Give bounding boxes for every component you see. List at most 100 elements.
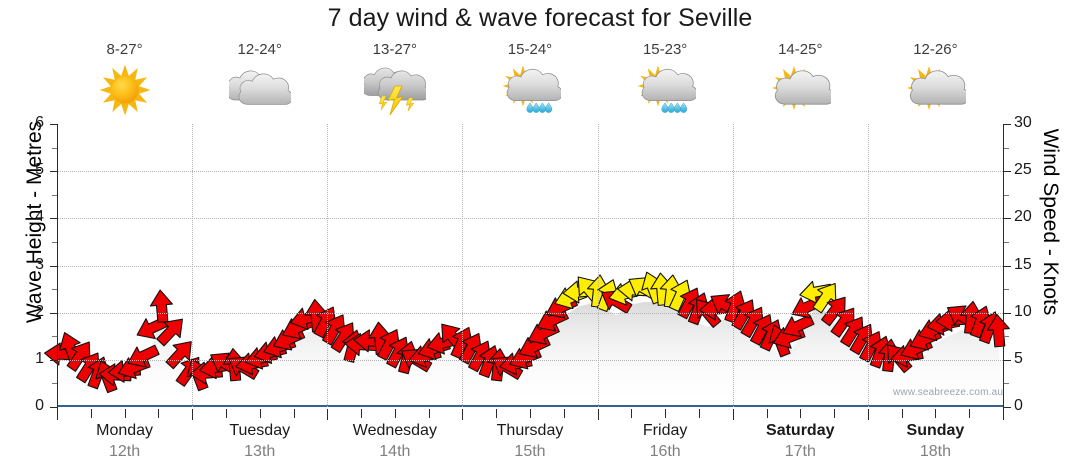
wind-arrow bbox=[127, 344, 160, 368]
day-header-strip: 8-27° 12-24° bbox=[57, 38, 1003, 124]
left-axis-tick bbox=[50, 312, 57, 314]
day-temperature-range: 15-23° bbox=[642, 41, 688, 58]
x-axis-tick bbox=[631, 409, 633, 418]
right-axis-tick bbox=[1004, 265, 1011, 267]
day-footer-sunday: Sunday 18th bbox=[868, 420, 1003, 463]
right-axis-tick bbox=[1004, 407, 1011, 408]
left-axis-tick bbox=[50, 218, 57, 220]
x-axis-tick bbox=[394, 409, 396, 418]
left-axis-tick-label: 5 bbox=[35, 161, 44, 179]
x-axis-tick bbox=[732, 409, 734, 420]
left-axis-tick bbox=[50, 407, 57, 408]
x-axis-tick bbox=[867, 409, 869, 420]
x-axis-tick bbox=[124, 409, 126, 418]
day-footer-strip: Monday 12th Tuesday 13th Wednesday 14th Thursd… bbox=[57, 420, 1003, 463]
right-axis-tick-label: 0 bbox=[1014, 397, 1023, 414]
day-footer-monday: Monday 12th bbox=[57, 420, 192, 463]
left-axis-tick bbox=[50, 171, 57, 173]
cloudy-icon bbox=[228, 62, 291, 120]
x-axis-tick bbox=[462, 409, 464, 420]
sun-cloud-icon bbox=[904, 62, 967, 120]
right-axis-tick-label: 25 bbox=[1014, 161, 1032, 179]
day-header-thursday: 15-24° bbox=[462, 38, 597, 124]
x-axis-tick bbox=[665, 409, 667, 418]
left-axis-tick-label: 2 bbox=[35, 302, 44, 320]
right-axis-tick-label: 10 bbox=[1014, 302, 1032, 320]
x-axis-tick bbox=[530, 409, 531, 418]
wind-arrow bbox=[149, 289, 173, 323]
right-axis-spine bbox=[1003, 124, 1004, 409]
day-date-label: 12th bbox=[109, 443, 141, 460]
left-axis-tick bbox=[52, 336, 57, 338]
x-axis-tick bbox=[428, 409, 430, 418]
right-axis-tick bbox=[1004, 124, 1011, 125]
day-name-label: Sunday bbox=[906, 422, 965, 439]
plot-area bbox=[43, 124, 1010, 407]
day-name-label: Thursday bbox=[496, 422, 564, 439]
day-header-wednesday: 13-27° bbox=[327, 38, 462, 124]
x-axis-tick bbox=[225, 409, 227, 418]
left-axis-tick bbox=[50, 124, 57, 125]
horizontal-gridline bbox=[57, 171, 1003, 173]
day-date-label: 14th bbox=[379, 443, 411, 460]
left-axis-tick bbox=[52, 241, 57, 243]
left-axis-tick-label: 4 bbox=[35, 208, 44, 226]
day-separator-gridline bbox=[597, 124, 599, 407]
day-header-friday: 15-23° bbox=[598, 38, 733, 124]
day-temperature-range: 12-26° bbox=[913, 41, 958, 58]
horizontal-gridline bbox=[57, 359, 1003, 361]
watermark: www.seabreeze.com.au bbox=[893, 387, 1004, 398]
x-axis-tick bbox=[57, 409, 58, 420]
x-axis-tick bbox=[158, 409, 160, 418]
wind-arrow bbox=[156, 318, 183, 347]
day-name-label: Wednesday bbox=[352, 422, 437, 439]
right-axis-tick bbox=[1004, 218, 1011, 220]
left-axis-tick-label: 0 bbox=[35, 397, 44, 414]
horizontal-gridline bbox=[57, 265, 1003, 267]
x-axis-tick bbox=[259, 409, 261, 418]
day-temperature-range: 13-27° bbox=[372, 41, 418, 58]
day-separator-gridline bbox=[192, 124, 194, 407]
day-separator-gridline bbox=[867, 124, 869, 407]
left-axis-tick bbox=[52, 383, 57, 385]
x-axis-tick bbox=[563, 409, 565, 418]
right-axis-tick bbox=[1004, 241, 1009, 243]
x-axis-tick bbox=[935, 409, 937, 418]
right-axis-tick-label: 30 bbox=[1014, 114, 1032, 131]
day-date-label: 13th bbox=[244, 443, 276, 460]
sun-cloud-rain-icon bbox=[634, 62, 697, 120]
sunny-icon bbox=[94, 62, 156, 120]
right-axis-tick bbox=[1004, 171, 1011, 173]
sun-cloud-rain-icon bbox=[499, 62, 561, 120]
day-header-monday: 8-27° bbox=[57, 38, 192, 124]
x-axis-tick bbox=[192, 409, 194, 420]
right-axis-tick bbox=[1004, 147, 1009, 149]
x-axis-tick bbox=[834, 409, 836, 418]
day-footer-wednesday: Wednesday 14th bbox=[327, 420, 462, 463]
horizontal-gridline bbox=[57, 312, 1003, 314]
day-footer-thursday: Thursday 15th bbox=[462, 420, 597, 463]
x-axis-tick bbox=[698, 409, 700, 418]
day-footer-friday: Friday 16th bbox=[598, 420, 733, 463]
sun-cloud-icon bbox=[769, 62, 832, 120]
day-temperature-range: 8-27° bbox=[106, 41, 143, 58]
day-date-label: 18th bbox=[919, 443, 951, 460]
left-axis-tick-label: 6 bbox=[35, 114, 44, 131]
x-axis-tick bbox=[496, 409, 498, 418]
day-temperature-range: 12-24° bbox=[237, 41, 282, 58]
day-separator-gridline bbox=[462, 124, 464, 407]
x-axis-tick bbox=[327, 409, 329, 420]
x-axis-tick bbox=[766, 409, 768, 418]
horizontal-gridline bbox=[57, 218, 1003, 220]
x-axis-tick bbox=[901, 409, 903, 418]
x-axis-tick bbox=[1003, 409, 1004, 420]
left-axis-tick bbox=[52, 147, 57, 149]
x-axis-tick bbox=[361, 409, 363, 418]
day-name-label: Monday bbox=[96, 422, 154, 439]
left-axis-tick bbox=[52, 194, 57, 196]
x-axis-tick bbox=[90, 409, 92, 418]
day-header-saturday: 14-25° bbox=[733, 38, 868, 124]
wind-arrow bbox=[782, 314, 815, 338]
day-separator-gridline bbox=[732, 124, 734, 407]
